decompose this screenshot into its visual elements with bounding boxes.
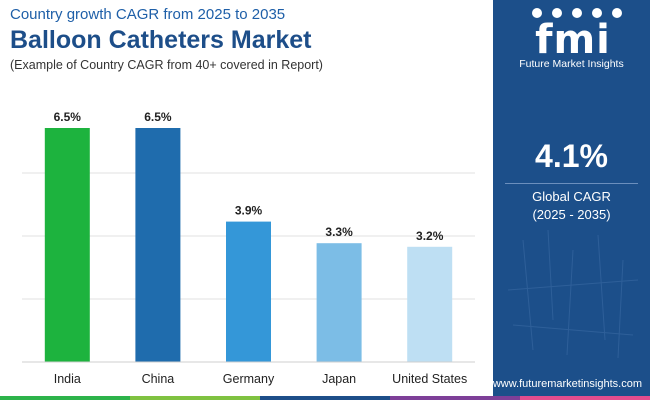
strip-segment-1 bbox=[130, 396, 261, 400]
strip-segment-4 bbox=[520, 396, 650, 400]
brand-name: Future Market Insights bbox=[519, 58, 624, 70]
x-tick-label-china: China bbox=[142, 372, 175, 386]
chart-note: (Example of Country CAGR from 40+ covere… bbox=[10, 58, 323, 72]
chart-header: Country growth CAGR from 2025 to 2035 Ba… bbox=[10, 6, 323, 73]
data-label-japan: 3.3% bbox=[325, 225, 353, 239]
data-label-india: 6.5% bbox=[54, 110, 82, 124]
strip-segment-3 bbox=[390, 396, 521, 400]
bar-united-states bbox=[407, 246, 453, 362]
side-panel: fmi Future Market Insights 4.1% Global C… bbox=[493, 0, 650, 400]
bottom-color-strip bbox=[0, 396, 650, 400]
x-axis: India China Germany Japan United States bbox=[22, 361, 475, 386]
bars bbox=[44, 128, 453, 362]
decorative-lines-icon bbox=[507, 230, 639, 359]
panel-divider bbox=[505, 183, 638, 184]
chart-subtitle: Country growth CAGR from 2025 to 2035 bbox=[10, 6, 286, 23]
fmi-logo: fmi bbox=[508, 8, 638, 70]
data-label-germany: 3.9% bbox=[235, 204, 263, 218]
website-link[interactable]: www.futuremarketinsights.com bbox=[493, 378, 642, 390]
data-label-china: 6.5% bbox=[144, 110, 172, 124]
bar-japan bbox=[316, 243, 362, 362]
global-cagr-period: (2025 - 2035) bbox=[532, 207, 611, 222]
logo-letters: fmi bbox=[535, 17, 611, 63]
bar-germany bbox=[226, 221, 271, 362]
bar-chart: 6.5% 6.5% 3.9% 3.3% 3.2% India China Germany Ja… bbox=[22, 110, 475, 386]
x-tick-label-india: India bbox=[54, 372, 81, 386]
logo-dots-icon bbox=[532, 8, 622, 20]
chart-title: Balloon Catheters Market bbox=[10, 26, 312, 54]
global-cagr-value: 4.1% bbox=[535, 138, 608, 174]
x-tick-label-japan: Japan bbox=[322, 372, 356, 386]
strip-segment-0 bbox=[0, 396, 131, 400]
x-tick-label-united-states: United States bbox=[392, 372, 467, 386]
x-tick-label-germany: Germany bbox=[223, 372, 275, 386]
strip-segment-2 bbox=[260, 396, 391, 400]
data-labels: 6.5% 6.5% 3.9% 3.3% 3.2% bbox=[54, 110, 444, 243]
bar-china bbox=[135, 128, 181, 362]
data-label-united-states: 3.2% bbox=[416, 229, 444, 243]
bar-india bbox=[44, 128, 90, 362]
global-cagr-label: Global CAGR bbox=[532, 189, 611, 204]
